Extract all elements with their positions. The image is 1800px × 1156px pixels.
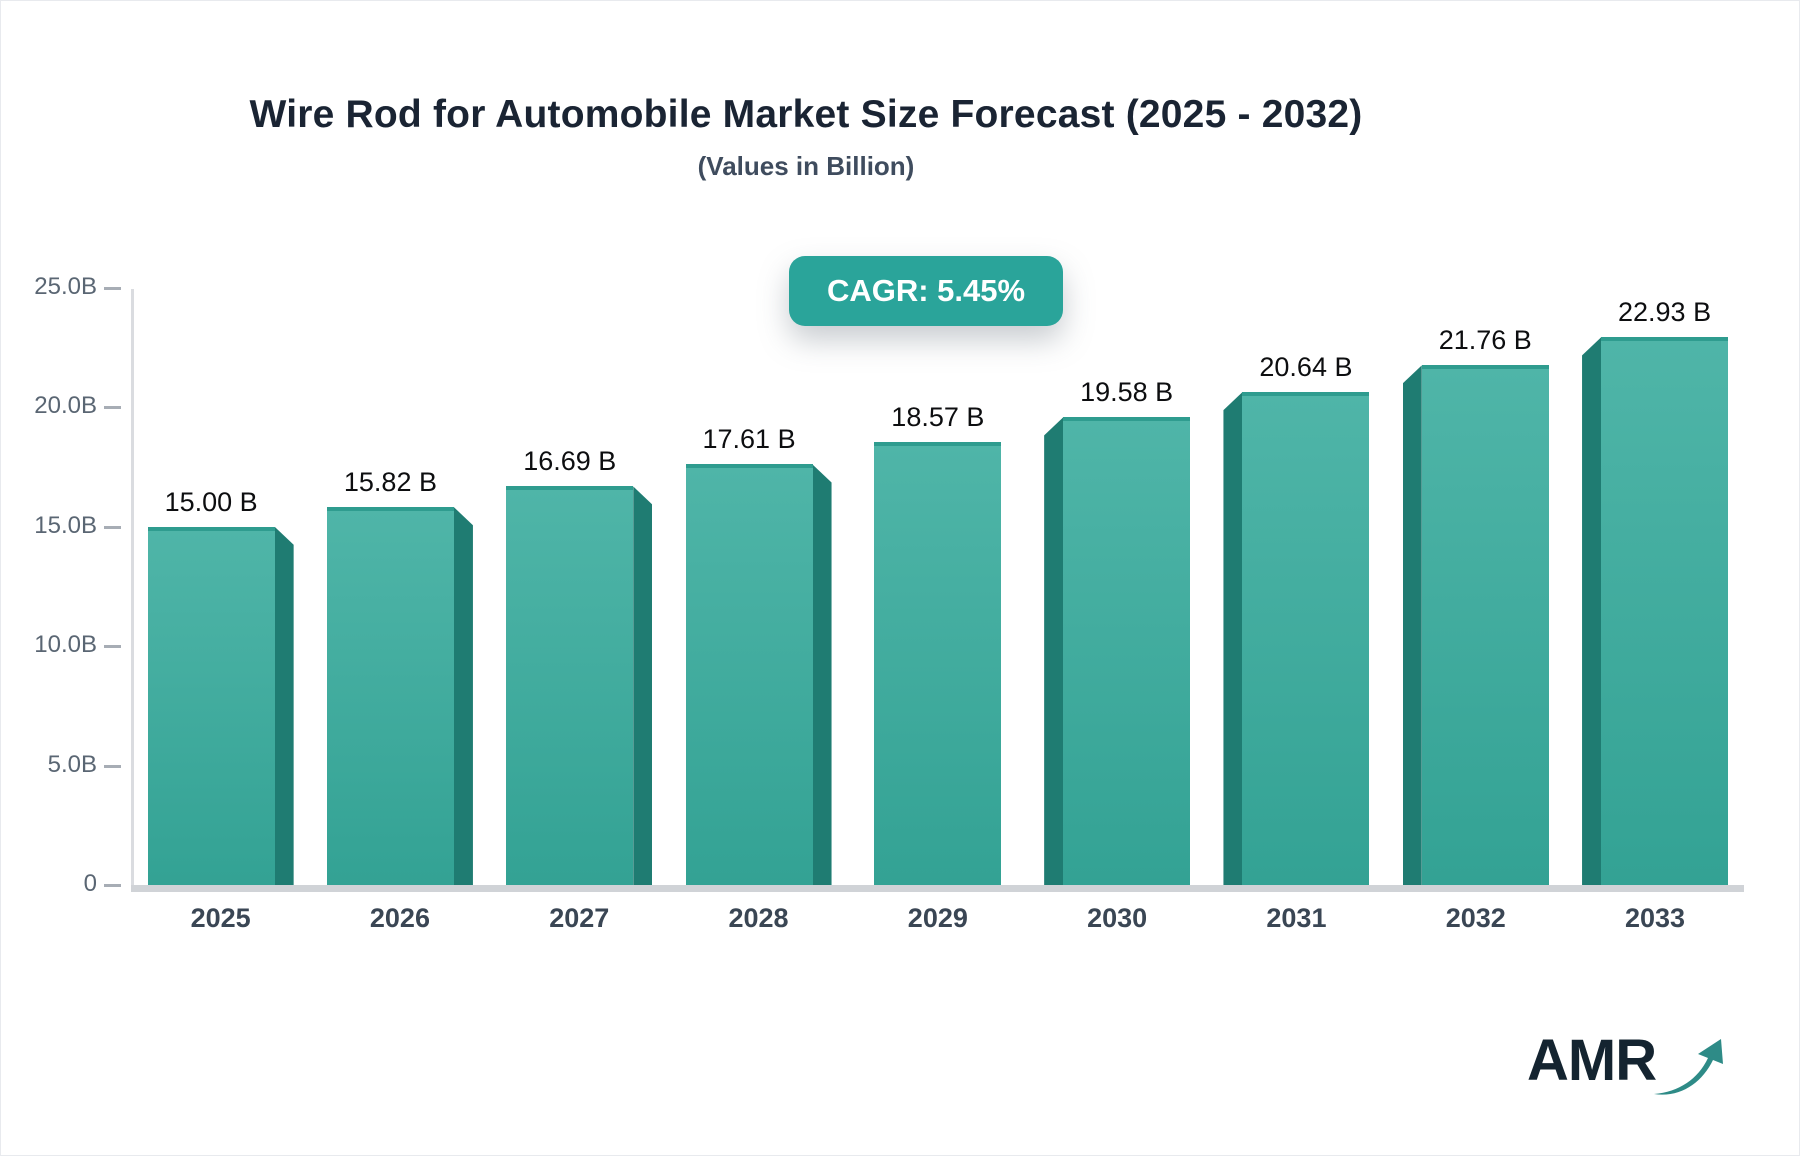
bar-2027 — [506, 486, 634, 885]
bar-value-label: 21.76 B — [1438, 325, 1532, 356]
bar-value-label: 18.57 B — [891, 401, 985, 432]
y-axis-line — [131, 289, 134, 886]
y-axis-tick-label: 0 — [83, 870, 97, 897]
x-axis-label-2028: 2028 — [728, 903, 789, 933]
bar-value-label: 15.82 B — [343, 467, 437, 498]
bar-value-label: 16.69 B — [523, 446, 617, 477]
y-axis-tick-mark — [104, 884, 121, 887]
bar-value-label: 17.61 B — [702, 424, 796, 455]
bar-side-2031 — [1223, 392, 1243, 885]
bar-2032 — [1421, 365, 1549, 885]
bar-side-2032 — [1402, 365, 1422, 885]
bar-value-label: 22.93 B — [1618, 297, 1712, 328]
x-axis-label-2025: 2025 — [190, 903, 251, 933]
chart-title: Wire Rod for Automobile Market Size Fore… — [249, 93, 1363, 136]
bar-side-2025 — [274, 526, 294, 885]
bar-2033 — [1601, 337, 1729, 885]
x-axis-label-2032: 2032 — [1445, 903, 1506, 933]
bar-2031 — [1242, 392, 1370, 885]
bar-side-2028 — [812, 464, 832, 885]
bar-value-label: 19.58 B — [1080, 377, 1174, 408]
growth-arrow-icon — [1654, 1039, 1724, 1095]
amr-logo: AMR — [1527, 1029, 1728, 1101]
y-axis-tick-label: 5.0B — [47, 750, 97, 778]
bar-value-label: 15.00 B — [164, 486, 258, 517]
bar-2029 — [874, 441, 1002, 885]
x-axis-label-2031: 2031 — [1266, 903, 1327, 933]
x-axis-label-2026: 2026 — [369, 903, 430, 933]
x-axis-label-2030: 2030 — [1087, 903, 1148, 933]
y-axis-tick-mark — [104, 764, 121, 768]
x-axis-label-2027: 2027 — [549, 903, 610, 933]
chart-subtitle: (Values in Billion) — [697, 151, 915, 181]
y-axis-tick-mark — [104, 287, 121, 290]
x-axis-line — [131, 885, 1744, 892]
bar-value-label: 20.64 B — [1259, 352, 1353, 383]
bar-side-2026 — [453, 507, 473, 885]
x-axis-label-2029: 2029 — [907, 903, 968, 933]
y-axis-tick-label: 10.0B — [34, 631, 97, 659]
amr-logo-text: AMR — [1527, 1028, 1657, 1093]
y-axis-tick-mark — [104, 406, 121, 410]
bar-2026 — [326, 507, 454, 885]
bar-2028 — [685, 464, 813, 885]
bar-side-2033 — [1582, 337, 1602, 885]
y-axis-tick-label: 20.0B — [34, 392, 97, 420]
y-axis-tick-label: 25.0B — [34, 273, 97, 300]
bar-side-2027 — [633, 486, 653, 885]
y-axis-tick-mark — [104, 645, 121, 649]
x-axis-label-2033: 2033 — [1625, 903, 1686, 933]
cagr-badge-label: CAGR: 5.45% — [826, 273, 1026, 308]
bar-side-2030 — [1044, 417, 1064, 885]
bar-2025 — [147, 526, 275, 885]
y-axis-tick-mark — [104, 525, 121, 529]
y-axis-tick-label: 15.0B — [34, 511, 97, 539]
cagr-badge: CAGR: 5.45% — [789, 256, 1063, 326]
bar-2030 — [1063, 417, 1191, 885]
